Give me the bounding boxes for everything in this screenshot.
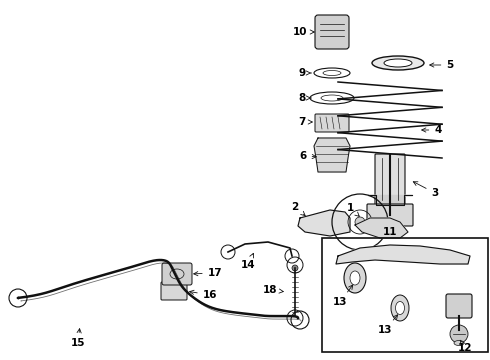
FancyBboxPatch shape <box>446 294 472 318</box>
Text: 7: 7 <box>298 117 312 127</box>
Circle shape <box>450 325 468 343</box>
Text: 5: 5 <box>430 60 454 70</box>
Text: 4: 4 <box>422 125 441 135</box>
Ellipse shape <box>372 56 424 70</box>
FancyBboxPatch shape <box>162 263 192 285</box>
Text: 10: 10 <box>293 27 314 37</box>
FancyBboxPatch shape <box>161 282 187 300</box>
Ellipse shape <box>391 295 409 321</box>
FancyBboxPatch shape <box>315 114 349 132</box>
Ellipse shape <box>454 341 464 346</box>
Text: 15: 15 <box>71 329 85 348</box>
Ellipse shape <box>395 302 405 315</box>
Text: 12: 12 <box>458 340 472 353</box>
Ellipse shape <box>350 271 360 285</box>
Polygon shape <box>336 245 470 264</box>
Text: 1: 1 <box>346 203 359 216</box>
Circle shape <box>355 217 365 227</box>
FancyBboxPatch shape <box>367 204 413 226</box>
Bar <box>322 238 488 352</box>
Text: 6: 6 <box>299 151 317 161</box>
Polygon shape <box>314 138 350 172</box>
Text: 3: 3 <box>413 182 439 198</box>
Text: 17: 17 <box>194 268 222 278</box>
Text: 2: 2 <box>292 202 305 216</box>
Text: 11: 11 <box>383 227 397 237</box>
FancyBboxPatch shape <box>315 15 349 49</box>
Polygon shape <box>368 195 412 205</box>
Text: 14: 14 <box>241 253 255 270</box>
Ellipse shape <box>384 59 412 67</box>
Text: 18: 18 <box>263 285 283 295</box>
Circle shape <box>292 265 298 271</box>
Ellipse shape <box>344 263 366 293</box>
Text: 8: 8 <box>298 93 311 103</box>
Polygon shape <box>298 210 350 236</box>
Polygon shape <box>355 218 408 238</box>
Text: 13: 13 <box>333 285 353 307</box>
FancyBboxPatch shape <box>375 154 405 206</box>
Text: 9: 9 <box>298 68 311 78</box>
Text: 13: 13 <box>378 315 397 335</box>
Text: 16: 16 <box>190 290 217 300</box>
